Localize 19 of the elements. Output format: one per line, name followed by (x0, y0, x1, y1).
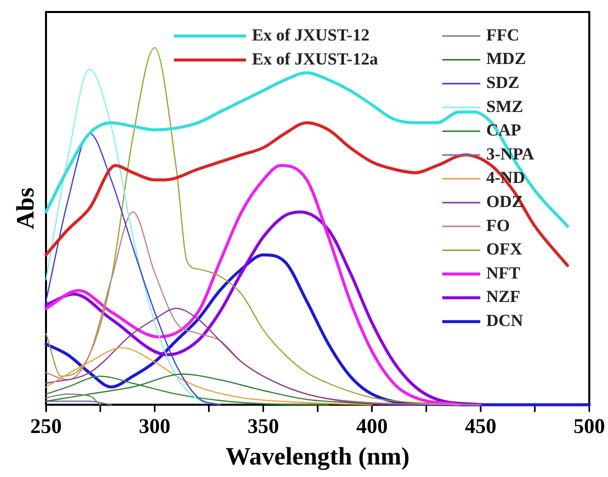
x-tick-label: 350 (248, 414, 280, 438)
x-tick-label: 450 (464, 414, 496, 438)
x-tick-label: 300 (138, 414, 170, 438)
legend-label: MDZ (486, 49, 526, 68)
legend-label: SMZ (486, 96, 524, 116)
x-tick-label: 400 (356, 414, 388, 438)
legend-label: NZF (486, 287, 520, 306)
legend-label: FFC (486, 25, 520, 44)
legend-label: FO (486, 216, 510, 235)
legend-label: NFT (486, 263, 521, 282)
y-axis-title: Abs (12, 187, 40, 230)
x-axis-title: Wavelength (nm) (226, 443, 410, 470)
legend-label: SDZ (486, 72, 520, 92)
legend-label: Ex of JXUST-12 (252, 25, 370, 44)
legend-label: OFX (486, 240, 523, 259)
x-tick-label: 250 (30, 414, 62, 438)
legend-label: DCN (486, 310, 524, 330)
legend-label: Ex of JXUST-12a (252, 49, 378, 68)
x-tick-label: 500 (574, 414, 605, 438)
